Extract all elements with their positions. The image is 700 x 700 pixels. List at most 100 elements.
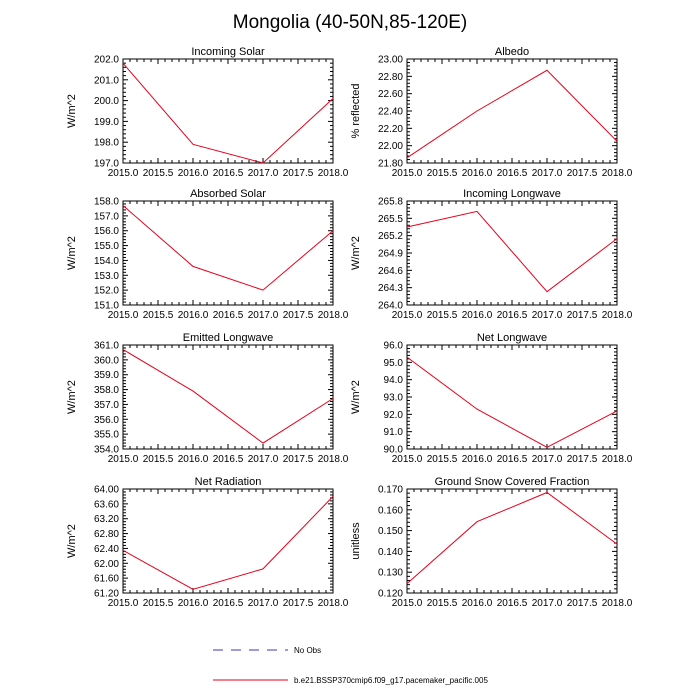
x-tick-label: 2015.5: [143, 598, 174, 609]
x-tick-label: 2015.0: [392, 454, 423, 465]
plot-frame: [122, 200, 334, 306]
x-tick-label: 2016.5: [497, 168, 528, 179]
y-tick-label: 95.0: [384, 358, 404, 369]
y-axis-label: W/m^2: [66, 94, 78, 128]
y-tick-label: 61.20: [94, 589, 119, 600]
x-tick-label: 2017.0: [248, 454, 279, 465]
series-line-net-radiation: [122, 496, 334, 590]
y-tick-label: 264.3: [378, 283, 403, 294]
y-tick-label: 92.0: [384, 410, 404, 421]
x-tick-label: 2016.5: [497, 310, 528, 321]
x-tick-label: 2018.0: [602, 598, 633, 609]
series-line-albedo: [406, 69, 618, 159]
y-tick-label: 197.0: [94, 159, 119, 170]
y-tick-label: 0.140: [378, 547, 403, 558]
y-tick-label: 202.0: [94, 55, 119, 66]
plot-frame: [122, 344, 334, 450]
x-tick-label: 2016.5: [213, 598, 244, 609]
legend-label-no-obs: No Obs: [294, 646, 321, 655]
x-tick-label: 2017.0: [248, 168, 279, 179]
x-tick-label: 2015.5: [427, 310, 458, 321]
x-tick-label: 2016.5: [213, 454, 244, 465]
y-tick-label: 21.80: [378, 159, 403, 170]
x-tick-label: 2017.5: [283, 454, 314, 465]
y-tick-label: 360.0: [94, 355, 119, 366]
panel-title: Incoming Solar: [191, 46, 265, 58]
x-tick-label: 2017.5: [567, 310, 598, 321]
y-tick-label: 357.0: [94, 400, 119, 411]
panel-title: Incoming Longwave: [463, 188, 561, 200]
y-tick-label: 361.0: [94, 341, 119, 352]
x-tick-label: 2018.0: [318, 310, 349, 321]
y-axis-label: W/m^2: [66, 524, 78, 558]
panel-albedo: Albedo 2015.0 2015.5 2016.0 2016.5 2017.0 2017…: [350, 46, 633, 179]
x-tick-label: 2016.5: [497, 598, 528, 609]
x-tick-label: 2015.0: [108, 310, 139, 321]
y-tick-label: 62.40: [94, 544, 119, 555]
y-tick-label: 0.170: [378, 485, 403, 496]
y-tick-label: 64.00: [94, 485, 119, 496]
panel-title: Albedo: [495, 46, 529, 58]
y-tick-label: 22.40: [378, 107, 403, 118]
legend-label-model-run: b.e21.BSSP370cmip6.f09_g17.pacemaker_pac…: [294, 676, 488, 685]
x-tick-label: 2017.5: [567, 168, 598, 179]
series-line-emitted-longwave: [122, 349, 334, 444]
x-tick-label: 2015.5: [427, 454, 458, 465]
y-tick-label: 356.0: [94, 415, 119, 426]
panel-absorbed-solar: Absorbed Solar 2015.0 2015.5 2016.0 2016.5 20…: [66, 188, 349, 321]
panel-title: Net Longwave: [477, 332, 547, 344]
x-tick-label: 2017.5: [283, 310, 314, 321]
y-tick-label: 93.0: [384, 393, 404, 404]
x-tick-label: 2015.5: [427, 598, 458, 609]
x-tick-label: 2016.0: [178, 310, 209, 321]
x-tick-label: 2016.0: [178, 168, 209, 179]
x-tick-label: 2015.5: [427, 168, 458, 179]
y-tick-label: 91.0: [384, 427, 404, 438]
y-tick-label: 198.0: [94, 138, 119, 149]
x-tick-label: 2017.0: [248, 598, 279, 609]
y-tick-label: 22.80: [378, 72, 403, 83]
x-tick-label: 2016.0: [178, 454, 209, 465]
figure-title: Mongolia (40-50N,85-120E): [233, 12, 467, 33]
y-tick-label: 63.60: [94, 499, 119, 510]
y-tick-label: 153.0: [94, 271, 119, 282]
x-tick-label: 2017.0: [532, 598, 563, 609]
plot-frame: [122, 488, 334, 594]
y-tick-label: 62.80: [94, 529, 119, 540]
y-tick-label: 94.0: [384, 375, 404, 386]
y-tick-label: 22.20: [378, 124, 403, 135]
panel-incoming-solar: Incoming Solar 2015.0 2015.5 2016.0 2016.5 20…: [66, 46, 349, 179]
plot-frame: [406, 344, 618, 450]
y-tick-label: 158.0: [94, 197, 119, 208]
panel-title: Absorbed Solar: [190, 188, 266, 200]
panel-net-radiation: Net Radiation 2015.0 2015.5 2016.0 2016.5 201…: [66, 476, 349, 609]
y-axis-label: % reflected: [350, 83, 362, 138]
y-tick-label: 265.8: [378, 197, 403, 208]
plot-frame: [406, 488, 618, 594]
y-tick-label: 0.160: [378, 505, 403, 516]
y-axis-label: W/m^2: [66, 380, 78, 414]
panel-incoming-longwave: Incoming Longwave 2015.0 2015.5 2016.0 2016.…: [350, 188, 633, 321]
y-tick-label: 265.5: [378, 214, 403, 225]
plot-frame: [406, 200, 618, 306]
x-tick-label: 2017.0: [532, 454, 563, 465]
y-tick-label: 63.20: [94, 514, 119, 525]
y-tick-label: 201.0: [94, 75, 119, 86]
plot-frame: [122, 58, 334, 164]
y-tick-label: 358.0: [94, 385, 119, 396]
x-tick-label: 2017.0: [532, 168, 563, 179]
y-tick-label: 152.0: [94, 286, 119, 297]
y-tick-label: 22.60: [378, 89, 403, 100]
x-tick-label: 2016.0: [462, 598, 493, 609]
y-tick-label: 0.130: [378, 568, 403, 579]
x-tick-label: 2018.0: [318, 454, 349, 465]
y-tick-label: 355.0: [94, 430, 119, 441]
y-tick-label: 154.0: [94, 256, 119, 267]
y-tick-label: 199.0: [94, 117, 119, 128]
y-axis-label: W/m^2: [350, 236, 362, 270]
y-tick-label: 156.0: [94, 226, 119, 237]
x-tick-label: 2016.5: [497, 454, 528, 465]
x-tick-label: 2017.5: [283, 598, 314, 609]
y-tick-label: 0.150: [378, 526, 403, 537]
